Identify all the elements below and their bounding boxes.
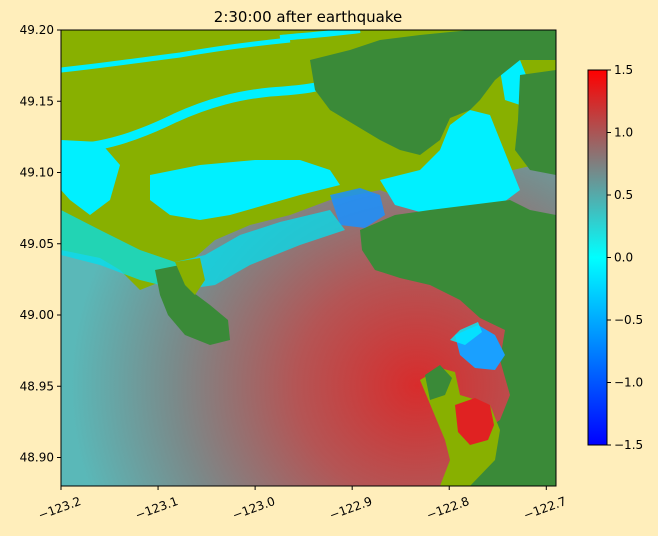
surge-hotspot [455,398,494,445]
y-tick-label: 49.15 [20,94,54,108]
river-channel [61,75,342,153]
inlet-rim [450,322,482,345]
river-channel-north [61,37,291,73]
colorbar-tick-label: −1.0 [614,376,643,390]
drawdown-zone-north [330,188,385,228]
y-tick-label: 49.10 [20,166,54,180]
x-tick-label: −123.0 [230,494,277,522]
plot-frame [60,29,557,487]
inundated-area-west [61,140,120,215]
y-tick-label: 49.05 [20,237,54,251]
colorbar-tick-label: 0.5 [614,188,633,202]
y-tick-label: 49.00 [20,308,54,322]
x-tick-label: −122.9 [328,494,375,522]
highland-northeast [310,30,556,155]
drawdown-zone-shore [61,210,345,290]
colorbar-gradient [587,69,608,446]
y-axis: 48.90 48.95 49.00 49.05 49.10 49.15 49.20 [20,23,61,465]
highland-south [425,365,452,400]
inundated-area-central [150,160,340,220]
peninsula-point-roberts [155,265,230,345]
y-tick-label: 48.90 [20,451,54,465]
colorbar-ticks: −1.5 −1.0 −0.5 0.0 0.5 1.0 1.5 [607,63,643,452]
colorbar-tick-label: 0.0 [614,251,633,265]
x-tick-label: −123.1 [133,494,180,522]
colorbar-tick-label: −0.5 [614,313,643,327]
highland-east [360,200,556,486]
peninsula-fringe [175,258,205,295]
x-tick-label: −122.8 [425,494,472,522]
colorbar-tick-label: −1.5 [614,438,643,452]
highland-ridge-east [515,70,556,175]
plot-area [61,30,556,486]
colorbar-tick-label: 1.0 [614,126,633,140]
x-tick-label: −122.7 [522,494,569,522]
x-tick-label: −123.2 [36,494,83,522]
colorbar: −1.5 −1.0 −0.5 0.0 0.5 1.0 1.5 [587,63,643,452]
y-tick-label: 49.20 [20,23,54,37]
chart-title: 2:30:00 after earthquake [214,8,402,26]
y-tick-label: 48.95 [20,379,54,393]
river-channel-upper [279,30,361,41]
inundated-area-east [380,110,520,212]
x-axis: −123.2 −123.1 −123.0 −122.9 −122.8 −122.7 [36,486,568,522]
colorbar-tick-label: 1.5 [614,63,633,77]
